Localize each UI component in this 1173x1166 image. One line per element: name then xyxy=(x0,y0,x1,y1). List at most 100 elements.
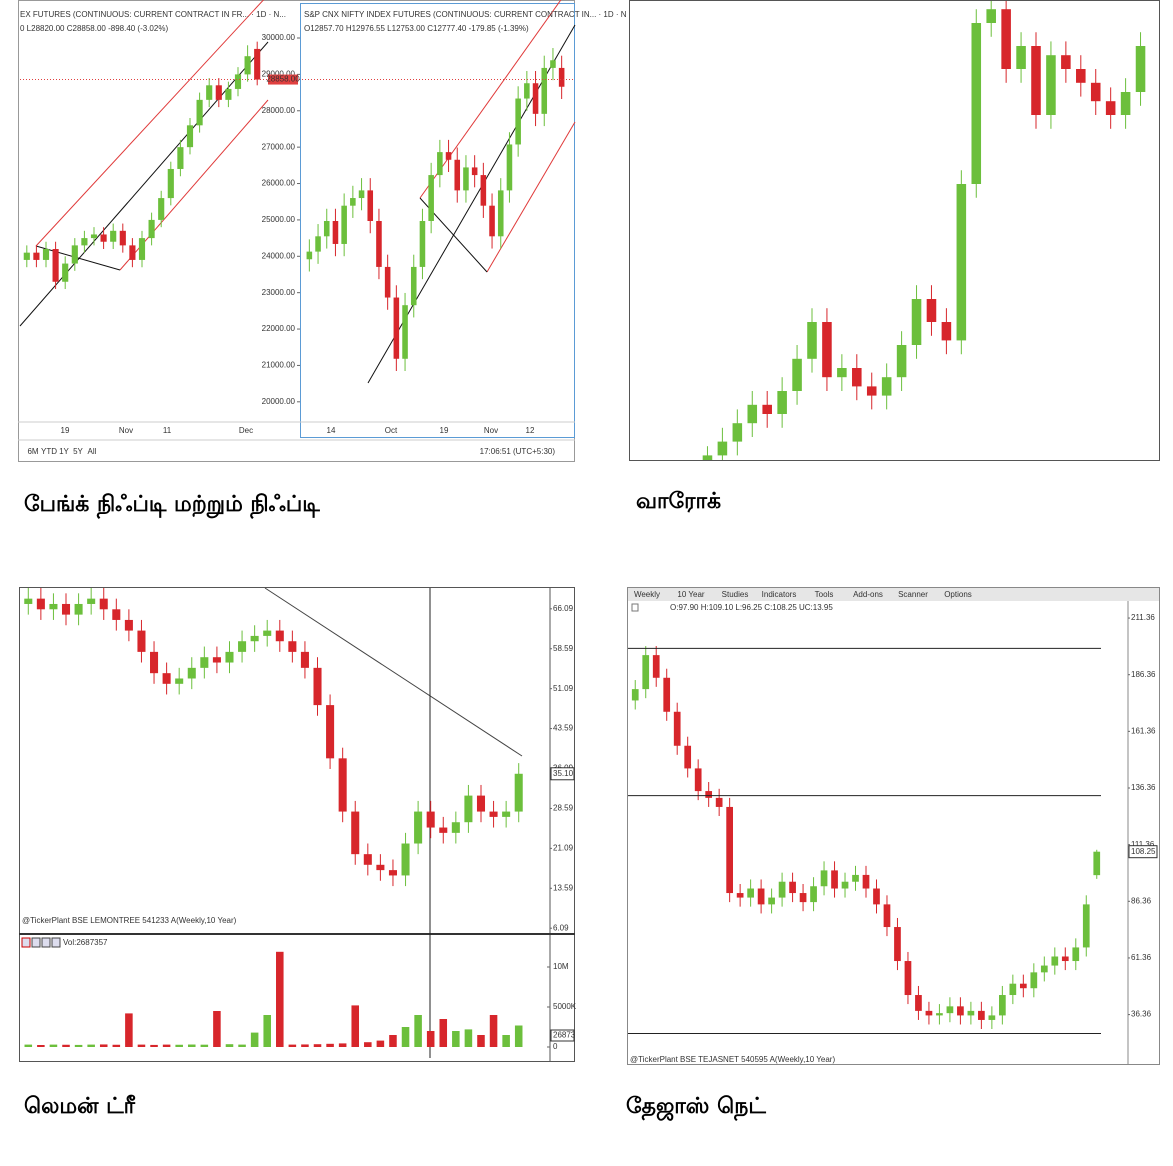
volume-bar xyxy=(99,1044,108,1047)
volume-bar xyxy=(376,1040,385,1047)
volume-bar xyxy=(439,1019,448,1047)
candle-body xyxy=(957,1006,964,1016)
candle-body xyxy=(36,598,45,610)
candle-body xyxy=(162,673,171,684)
candle-body xyxy=(946,1006,954,1014)
x-tick-label: 11 xyxy=(163,426,172,435)
candle-body xyxy=(1016,46,1026,69)
candle-body xyxy=(439,827,448,833)
x-tick-label: Dec xyxy=(239,426,253,435)
candle-body xyxy=(915,995,922,1011)
price-tag-box xyxy=(1128,845,1158,859)
candle-body xyxy=(445,152,452,160)
menu-bar xyxy=(628,588,1159,601)
candle-body xyxy=(367,190,374,221)
price-tag-box xyxy=(550,767,575,781)
candle-body xyxy=(454,159,461,191)
volume-bar xyxy=(401,1027,410,1047)
volume-tag: 26873 xyxy=(553,1031,576,1040)
y-tick-label: 211.36 xyxy=(1131,613,1155,622)
candle-body xyxy=(810,886,817,903)
candle-body xyxy=(341,205,347,244)
candle-body xyxy=(196,99,203,126)
candle-body xyxy=(437,152,443,176)
volume-bar xyxy=(263,1015,271,1047)
panel-frame xyxy=(627,587,1160,1065)
volume-bar xyxy=(24,1044,33,1047)
candle-body xyxy=(778,881,786,898)
candle-body xyxy=(87,598,96,604)
candle-body xyxy=(1001,9,1011,69)
watermark: @TickerPlant BSE TEJASNET 540595 A(Weekl… xyxy=(630,1055,835,1064)
candles xyxy=(24,588,523,887)
range-button: 6M xyxy=(27,447,38,456)
y-tick-label: 25000.00 xyxy=(262,215,296,224)
candle-body xyxy=(81,238,88,246)
price-tag: 28858.00 xyxy=(266,75,300,84)
candle-body xyxy=(541,67,548,114)
menu-item: Add-ons xyxy=(853,590,883,599)
range-button: 1Y xyxy=(59,447,69,456)
candle-body xyxy=(822,322,832,378)
volume-bar xyxy=(288,1044,297,1047)
candle-body xyxy=(514,773,523,812)
trend-line xyxy=(35,245,121,271)
menu-item: Scanner xyxy=(898,590,928,599)
candle-body xyxy=(1009,983,1017,996)
candle-body xyxy=(119,230,126,246)
candle-body xyxy=(757,888,765,905)
x-tick-label: Oct xyxy=(385,426,398,435)
candle-body xyxy=(1072,947,1080,962)
candle-body xyxy=(726,806,734,894)
candle-body xyxy=(401,843,410,876)
candle-body xyxy=(177,147,184,169)
candle-body xyxy=(971,23,982,184)
candle-body xyxy=(956,184,967,341)
range-button: YTD xyxy=(41,447,57,456)
candle-body xyxy=(1030,972,1038,989)
candle-body xyxy=(841,881,849,889)
volume-bar xyxy=(175,1044,183,1047)
candle-body xyxy=(61,603,71,615)
trend-line xyxy=(264,587,523,757)
y-tick-label: 13.59 xyxy=(553,883,574,892)
candle-body xyxy=(717,441,728,456)
candle-body xyxy=(747,888,754,898)
candle-body xyxy=(506,144,513,191)
watermark: @TickerPlant BSE LEMONTREE 541233 A(Week… xyxy=(22,916,237,925)
candle-body xyxy=(402,305,408,359)
candle-body xyxy=(42,249,50,260)
candle-body xyxy=(873,888,880,905)
volume-bar xyxy=(426,1031,435,1047)
volume-bar xyxy=(477,1035,485,1047)
candle-body xyxy=(384,266,391,298)
candle-body xyxy=(175,678,184,684)
y-tick-label: 66.09 xyxy=(553,604,574,613)
y-tick-label: 21000.00 xyxy=(262,361,296,370)
candle-body xyxy=(148,219,155,239)
y-tick-label: 86.36 xyxy=(1131,896,1152,905)
candle-body xyxy=(338,758,347,812)
volume-bar xyxy=(364,1042,372,1047)
candle-body xyxy=(275,630,284,642)
volume-bar xyxy=(150,1044,158,1047)
candle-body xyxy=(100,234,107,242)
candle-body xyxy=(376,864,385,871)
volume-bar xyxy=(162,1044,171,1047)
x-tick-label: Nov xyxy=(119,426,133,435)
volume-bar xyxy=(489,1015,498,1047)
candle-body xyxy=(238,641,247,652)
candle-body xyxy=(799,893,807,903)
candle-body xyxy=(777,391,787,414)
candle-body xyxy=(936,1013,943,1016)
ohlc-label: 0 L28820.00 C28858.00 -898.40 (-3.02%) xyxy=(20,24,168,33)
y-tick-label: 6.09 xyxy=(553,923,569,932)
candle-body xyxy=(1031,46,1041,115)
candle-body xyxy=(941,322,952,341)
candle-body xyxy=(393,297,400,359)
y-tick-label: 58.59 xyxy=(553,644,574,653)
candle-body xyxy=(33,252,40,260)
candle-body xyxy=(138,238,146,260)
y-tick-label: 30000.00 xyxy=(262,33,296,42)
